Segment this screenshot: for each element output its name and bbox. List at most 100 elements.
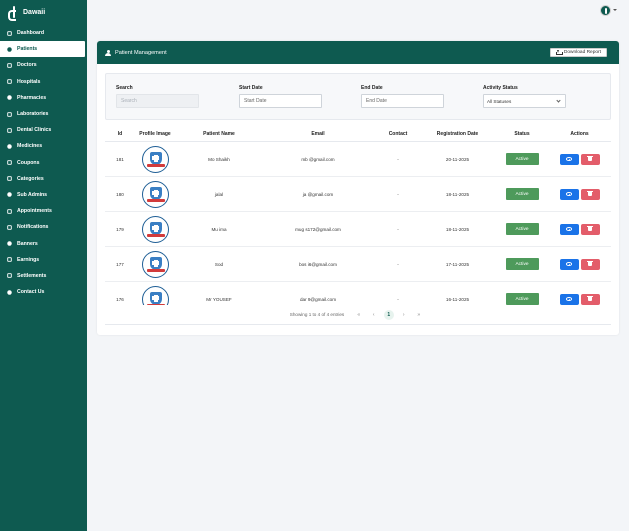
end-date-input[interactable] — [361, 94, 444, 108]
cell-id: 177 — [116, 261, 124, 267]
flask-icon — [6, 111, 12, 117]
patient-management-card: Patient Management Download Report Searc… — [97, 41, 619, 335]
start-date-input[interactable] — [239, 94, 322, 108]
view-button[interactable] — [559, 153, 579, 165]
avatar — [141, 145, 169, 173]
column-header-profile-image: Profile Image — [139, 131, 171, 137]
sidebar-item-appointments[interactable]: Appointments — [0, 203, 87, 219]
pagination-bar: Showing 1 to 4 of 4 entries « ‹ 1 › » — [105, 305, 611, 325]
page-title: Patient Management — [105, 49, 167, 56]
sidebar-item-label: Hospitals — [17, 78, 41, 85]
table-body: 181 Mo Shaikh mb @gmail.com - 20-11-2025 Acti… — [105, 142, 611, 305]
view-button[interactable] — [559, 223, 579, 235]
brand[interactable]: Dawaii — [0, 0, 87, 24]
sidebar-item-medicines[interactable]: Medicines — [0, 138, 87, 154]
column-header-name[interactable]: Patient Name — [203, 131, 235, 137]
status-toggle-button[interactable]: Active — [505, 293, 539, 305]
status-toggle-button[interactable]: Active — [505, 153, 539, 165]
sidebar-item-coupons[interactable]: Coupons — [0, 155, 87, 171]
cell-registration-date: 20-11-2025 — [445, 156, 470, 162]
sidebar-item-label: Laboratories — [17, 111, 49, 118]
delete-button[interactable] — [580, 223, 600, 235]
status-toggle-button[interactable]: Active — [505, 188, 539, 200]
last-page-button[interactable]: » — [417, 311, 421, 318]
status-toggle-button[interactable]: Active — [505, 258, 539, 270]
tooth-icon — [6, 127, 12, 133]
sidebar-item-earnings[interactable]: Earnings — [0, 252, 87, 268]
sidebar-item-dashboard[interactable]: Dashboard — [0, 25, 87, 41]
activity-status-filter: Activity Status All Statuses — [483, 85, 566, 108]
trash-icon — [587, 190, 593, 196]
trash-icon — [587, 295, 593, 301]
column-header-id[interactable]: Id — [117, 131, 123, 137]
search-filter: Search — [116, 85, 199, 108]
sidebar-item-label: Categories — [17, 175, 44, 182]
view-button[interactable] — [559, 258, 579, 270]
trash-icon — [587, 260, 593, 266]
activity-status-select[interactable]: All Statuses — [483, 94, 566, 108]
delete-button[interactable] — [580, 188, 600, 200]
cell-registration-date: 18-11-2025 — [445, 226, 470, 232]
sidebar-item-dental-clinics[interactable]: Dental Clinics — [0, 122, 87, 138]
eye-icon — [566, 262, 572, 266]
sidebar-item-hospitals[interactable]: Hospitals — [0, 74, 87, 90]
download-report-button[interactable]: Download Report — [549, 48, 607, 57]
sidebar-item-notifications[interactable]: Notifications — [0, 219, 87, 235]
cell-actions — [548, 223, 611, 235]
eye-icon — [566, 157, 572, 161]
delete-button[interactable] — [580, 293, 600, 305]
sidebar-item-banners[interactable]: Banners — [0, 235, 87, 251]
column-header-contact[interactable]: Contact — [388, 131, 408, 137]
sidebar-item-label: Contact Us — [17, 289, 45, 296]
avatar — [141, 250, 169, 278]
sidebar-item-doctors[interactable]: Doctors — [0, 57, 87, 73]
column-header-email[interactable]: Email — [311, 131, 325, 137]
cell-registration-date: 16-11-2025 — [445, 296, 470, 302]
sidebar-item-pharmacies[interactable]: Pharmacies — [0, 90, 87, 106]
table-row: 179 Mu ima mug s172@gmail.com - 18-11-2025 Ac… — [105, 212, 611, 247]
cell-email: ja @gmail.com — [302, 191, 334, 197]
cell-id: 180 — [116, 191, 124, 197]
view-button[interactable] — [559, 293, 579, 305]
cell-status: Active — [496, 188, 548, 200]
prev-page-button[interactable]: ‹ — [372, 311, 375, 318]
cell-profile-image — [131, 215, 179, 243]
cell-name: Mo Shaikh — [208, 156, 230, 162]
user-icon — [6, 46, 12, 52]
start-date-label: Start Date — [239, 85, 263, 91]
first-page-button[interactable]: « — [357, 311, 361, 318]
cell-contact: - — [397, 191, 399, 197]
delete-button[interactable] — [580, 153, 600, 165]
ticket-icon — [6, 160, 12, 166]
eye-icon — [566, 192, 572, 196]
cell-name: Sod — [214, 261, 224, 267]
delete-button[interactable] — [580, 258, 600, 270]
sidebar-item-laboratories[interactable]: Laboratories — [0, 106, 87, 122]
sidebar-item-settlements[interactable]: Settlements — [0, 268, 87, 284]
column-header-registration-date[interactable]: Registration Date — [436, 131, 479, 137]
cell-contact: - — [397, 156, 399, 162]
eye-icon — [566, 227, 572, 231]
chevron-down-icon[interactable] — [613, 9, 617, 11]
cell-id: 181 — [116, 156, 124, 162]
sidebar-item-label: Notifications — [17, 224, 49, 231]
sidebar-item-sub-admins[interactable]: Sub Admins — [0, 187, 87, 203]
column-header-status[interactable]: Status — [514, 131, 530, 137]
sidebar-item-categories[interactable]: Categories — [0, 171, 87, 187]
sidebar-item-patients[interactable]: Patients — [0, 41, 85, 58]
start-date-filter: Start Date — [239, 85, 322, 108]
page-1-button[interactable]: 1 — [383, 309, 394, 320]
cell-id: 179 — [116, 226, 124, 232]
sidebar-item-contact-us[interactable]: Contact Us — [0, 284, 87, 300]
bell-icon — [6, 224, 12, 230]
user-avatar[interactable] — [600, 5, 611, 16]
filter-panel: Search Start Date End Date Activity Stat… — [105, 73, 611, 120]
cell-registration-date: 18-11-2025 — [445, 191, 470, 197]
search-input[interactable] — [116, 94, 199, 108]
cell-email: dar 9@gmail.com — [299, 296, 337, 302]
next-page-button[interactable]: › — [402, 311, 405, 318]
view-button[interactable] — [559, 188, 579, 200]
sidebar-item-label: Patients — [17, 46, 38, 53]
status-toggle-button[interactable]: Active — [505, 223, 539, 235]
cell-profile-image — [131, 250, 179, 278]
